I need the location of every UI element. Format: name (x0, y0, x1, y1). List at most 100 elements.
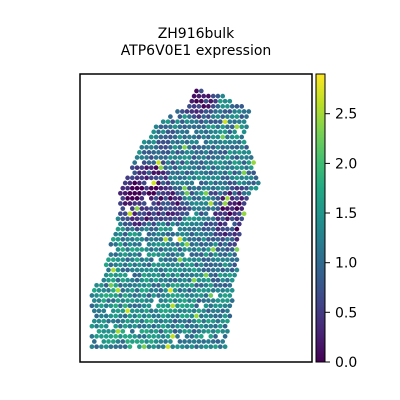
spot (146, 313, 152, 319)
spot (206, 267, 211, 273)
spot (151, 242, 157, 247)
spot (165, 139, 171, 145)
spot (234, 114, 240, 119)
spot (222, 242, 228, 247)
spot (137, 201, 142, 206)
spot (170, 323, 176, 329)
spot (165, 160, 171, 165)
spot (151, 334, 157, 339)
spot (122, 344, 128, 350)
spot (129, 308, 135, 314)
spot (220, 257, 226, 263)
spot (132, 211, 138, 217)
spot (115, 328, 121, 334)
spot (148, 134, 154, 140)
spot (132, 272, 138, 278)
spot (248, 175, 254, 181)
spot (168, 165, 173, 171)
spot (172, 298, 178, 303)
spot (206, 298, 211, 303)
spot (156, 242, 161, 247)
spot (134, 226, 140, 232)
spot (96, 328, 102, 334)
spot (129, 165, 135, 171)
spot (158, 339, 164, 344)
spot (232, 190, 237, 196)
spot (232, 160, 237, 165)
spot (156, 211, 161, 217)
spot (201, 155, 207, 160)
spot (227, 231, 233, 237)
spot (182, 308, 187, 314)
spot (134, 267, 140, 273)
spot (194, 293, 199, 298)
spot (201, 114, 207, 119)
spot (168, 318, 173, 324)
spot (203, 129, 209, 135)
spot (156, 272, 161, 278)
spot (222, 282, 228, 288)
spot (220, 236, 226, 242)
spot (189, 252, 195, 257)
spot (222, 211, 228, 217)
spot (201, 175, 207, 181)
spot (182, 134, 187, 140)
spot (168, 308, 173, 314)
spot (194, 344, 199, 350)
spot (89, 323, 95, 329)
spot (96, 298, 102, 303)
spot (191, 155, 197, 160)
spot (225, 267, 230, 273)
spot (198, 170, 204, 176)
spot (213, 98, 218, 104)
spot (227, 242, 233, 247)
spot (153, 247, 159, 252)
spot (125, 267, 130, 273)
spot (151, 293, 157, 298)
spot (201, 236, 207, 242)
spot (213, 344, 218, 350)
spot (196, 165, 202, 171)
spot (110, 318, 116, 324)
spot (182, 236, 187, 242)
spot (225, 175, 230, 181)
spot (108, 313, 114, 319)
spot (220, 185, 226, 191)
spot (156, 170, 161, 176)
spot (206, 328, 211, 334)
spot (141, 334, 147, 339)
spot (179, 180, 185, 186)
spot (222, 160, 228, 165)
spot (189, 303, 195, 309)
spot (196, 134, 202, 140)
spot (125, 196, 130, 201)
spot (96, 288, 102, 293)
spot (189, 344, 195, 350)
spot (170, 129, 176, 135)
spot (132, 282, 138, 288)
spot (94, 282, 99, 288)
spot (146, 190, 152, 196)
spot (198, 129, 204, 135)
spot (170, 282, 176, 288)
spot (170, 272, 176, 278)
spot (194, 313, 199, 319)
spot (163, 318, 168, 324)
spot (148, 144, 154, 150)
spot (106, 328, 111, 334)
spot (99, 344, 104, 350)
spot (120, 277, 126, 283)
spot (191, 206, 197, 211)
spot (239, 144, 245, 150)
spot (108, 262, 114, 268)
spot (222, 98, 228, 104)
spot (217, 344, 223, 350)
spot (203, 201, 209, 206)
spot (232, 231, 237, 237)
spot (225, 247, 230, 252)
spot (222, 272, 228, 278)
spot (146, 334, 152, 339)
spot (232, 180, 237, 186)
spot (196, 247, 202, 252)
spot (184, 190, 190, 196)
